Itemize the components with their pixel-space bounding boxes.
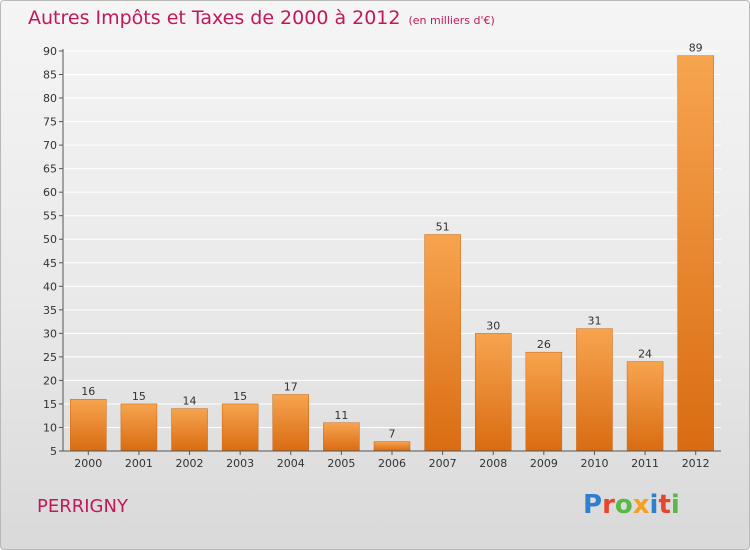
bar-value-label: 7 — [389, 428, 396, 441]
y-tick-label: 15 — [43, 398, 57, 411]
bar — [70, 398, 107, 452]
place-name: PERRIGNY — [37, 496, 128, 517]
y-tick-label: 80 — [43, 92, 57, 105]
bar — [120, 403, 158, 452]
bar-value-label: 30 — [486, 319, 500, 332]
x-tick-label: 2009 — [530, 457, 558, 470]
bar-value-label: 14 — [183, 395, 197, 408]
bar-value-label: 24 — [638, 348, 652, 361]
x-tick-label: 2007 — [429, 457, 457, 470]
bar — [272, 394, 310, 452]
bar — [525, 351, 563, 452]
bar-value-label: 15 — [132, 390, 146, 403]
y-tick-label: 65 — [43, 163, 57, 176]
y-tick-label: 30 — [43, 327, 57, 340]
bar-value-label: 16 — [81, 385, 95, 398]
y-tick-label: 40 — [43, 280, 57, 293]
bar — [171, 408, 208, 452]
x-tick-label: 2002 — [176, 457, 204, 470]
y-tick-label: 55 — [43, 210, 57, 223]
y-tick-label: 10 — [43, 421, 57, 434]
bar-value-label: 17 — [284, 381, 298, 394]
y-tick-label: 75 — [43, 116, 57, 129]
bar-value-label: 51 — [436, 221, 450, 234]
bar — [677, 55, 714, 452]
bar — [626, 361, 664, 452]
bar-value-label: 11 — [334, 409, 348, 422]
x-tick-label: 2001 — [125, 457, 153, 470]
y-tick-label: 85 — [43, 69, 57, 82]
x-tick-label: 2011 — [631, 457, 659, 470]
y-tick-label: 25 — [43, 351, 57, 364]
y-tick-label: 60 — [43, 186, 57, 199]
x-tick-label: 2004 — [277, 457, 305, 470]
logo-letter: t — [658, 490, 671, 520]
bar — [323, 422, 360, 452]
bars — [70, 55, 714, 452]
bar — [576, 328, 613, 452]
x-tick-label: 2012 — [682, 457, 710, 470]
x-tick-label: 2006 — [378, 457, 406, 470]
x-tick-label: 2003 — [226, 457, 254, 470]
x-tick-label: 2008 — [479, 457, 507, 470]
chart-title-text: Autres Impôts et Taxes de 2000 à 2012 — [28, 7, 401, 29]
y-tick-label: 45 — [43, 257, 57, 270]
bar — [221, 403, 259, 452]
y-tick-label: 70 — [43, 139, 57, 152]
x-tick-label: 2010 — [580, 457, 608, 470]
bar-value-label: 15 — [233, 390, 247, 403]
logo-letter: x — [632, 490, 650, 520]
chart-title: Autres Impôts et Taxes de 2000 à 2012 (en… — [28, 7, 495, 29]
x-tick-label: 2000 — [74, 457, 102, 470]
y-tick-label: 20 — [43, 374, 57, 387]
logo-letter: o — [614, 490, 633, 520]
logo-letter: i — [649, 490, 659, 520]
x-tick-label: 2005 — [327, 457, 355, 470]
y-tick-label: 50 — [43, 233, 57, 246]
bar-value-label: 31 — [587, 315, 601, 328]
proxiti-logo: Proxiti — [583, 490, 680, 520]
y-tick-label: 35 — [43, 304, 57, 317]
chart-unit-note: (en milliers d'€) — [408, 14, 495, 27]
bar-value-label: 89 — [689, 42, 703, 55]
bar — [424, 234, 461, 452]
y-tick-label: 5 — [50, 445, 57, 458]
gridlines — [63, 50, 721, 452]
y-tick-label: 90 — [43, 45, 57, 58]
logo-letter: r — [602, 490, 615, 520]
logo-letter: P — [583, 490, 603, 520]
bar-value-label: 26 — [537, 338, 551, 351]
logo-letter: i — [670, 490, 680, 520]
bar — [474, 333, 512, 452]
bar — [373, 441, 411, 452]
axes: 5 10 15 20 25 30 35 40 45 50 55 60 65 70 75 80 85 90 16 200… — [43, 42, 721, 470]
